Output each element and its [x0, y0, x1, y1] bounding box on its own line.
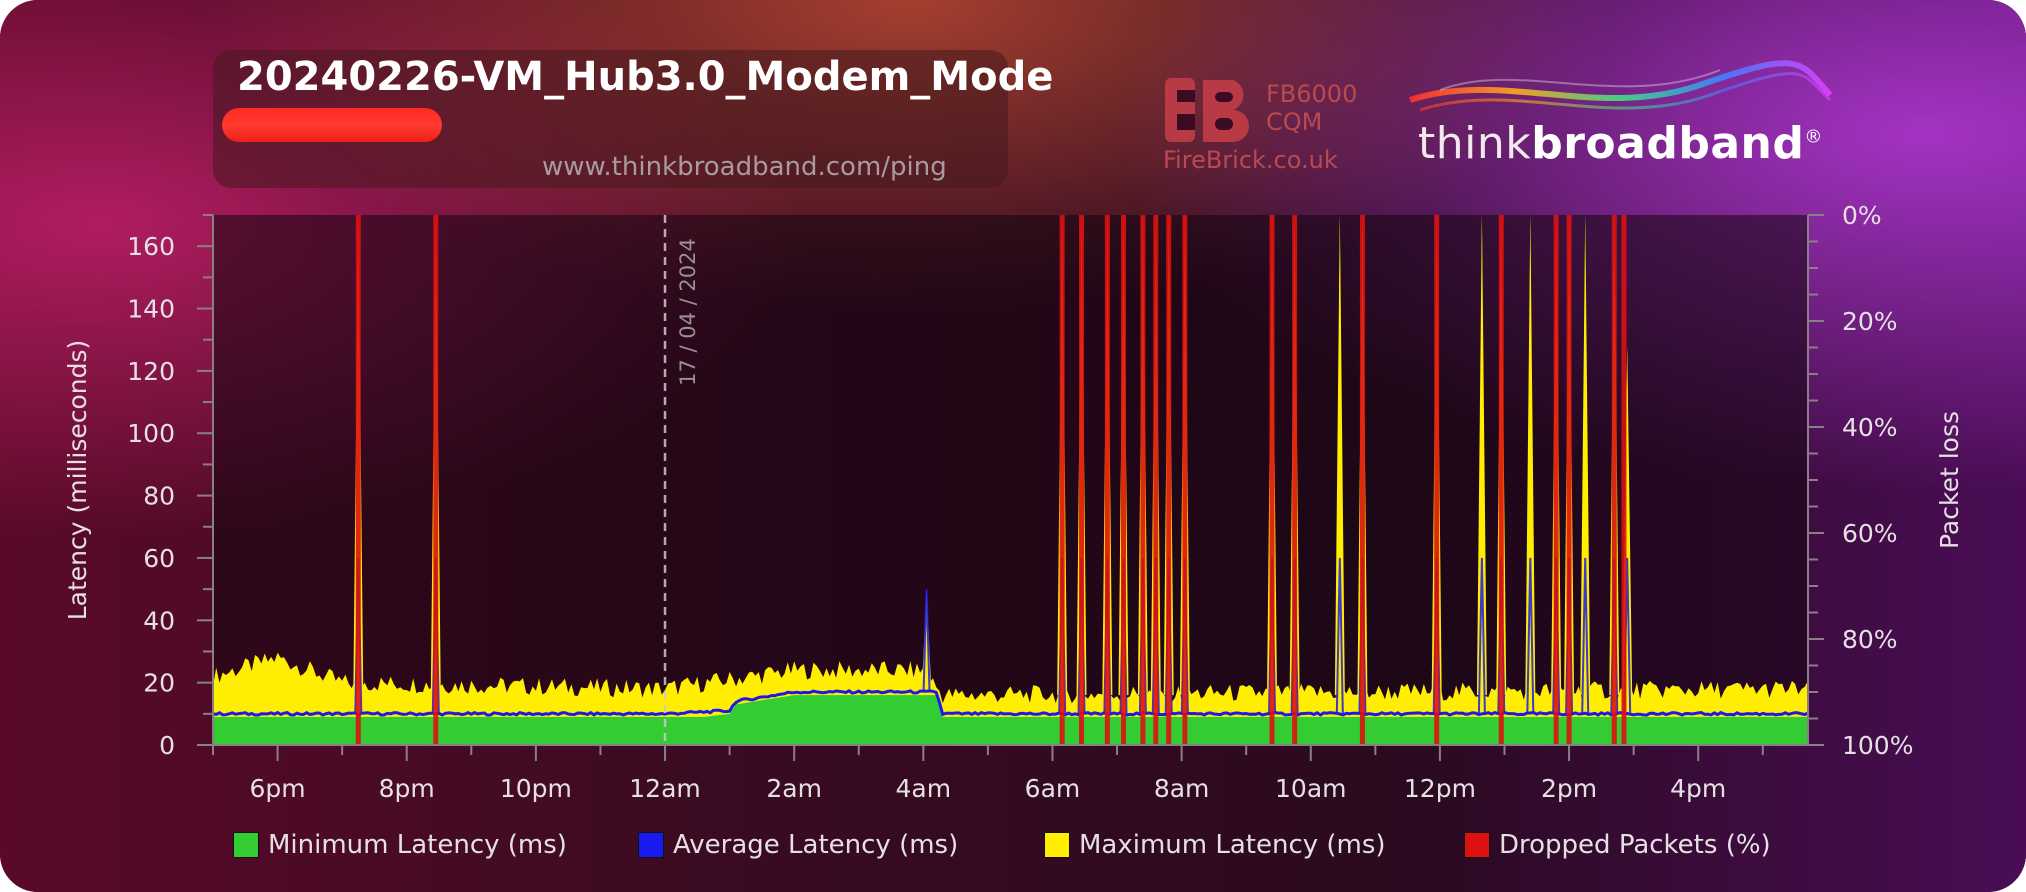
- sponsor-model: FB6000: [1266, 80, 1358, 108]
- y2-tick-label-4: 80%: [1842, 625, 1898, 654]
- y-tick-label-60: 60: [143, 544, 175, 573]
- x-tick-label-10pm: 10pm: [500, 774, 572, 803]
- y-tick-label-0: 0: [159, 731, 175, 760]
- x-tick-label-6am: 6am: [1025, 774, 1081, 803]
- y-tick-label-120: 120: [127, 357, 175, 386]
- y2-tick-label-2: 40%: [1842, 413, 1898, 442]
- dropped-bar-9: [1182, 215, 1188, 745]
- brand-light: think: [1418, 118, 1532, 169]
- legend-label-average: Average Latency (ms): [673, 830, 959, 860]
- dropped-bar-15: [1553, 215, 1559, 745]
- y-axis-label: Latency (milliseconds): [63, 340, 92, 621]
- dropped-bar-14: [1498, 215, 1504, 745]
- date-marker-label: 17 / 04 / 2024: [676, 238, 700, 386]
- legend-label-minimum: Minimum Latency (ms): [268, 830, 567, 860]
- dropped-bar-8: [1166, 215, 1172, 745]
- dropped-bar-6: [1140, 215, 1146, 745]
- y2-tick-label-3: 60%: [1842, 519, 1898, 548]
- legend-item-dropped: Dropped Packets (%): [1464, 828, 1771, 862]
- y-tick-label-100: 100: [127, 419, 175, 448]
- series-maximum-latency: [213, 215, 1808, 745]
- thinkbroadband-logo: thinkbroadband®: [1418, 118, 1823, 169]
- dropped-bar-7: [1153, 215, 1159, 745]
- x-tick-label-12am: 12am: [629, 774, 700, 803]
- y-tick-label-140: 140: [127, 295, 175, 324]
- x-tick-label-10am: 10am: [1275, 774, 1346, 803]
- dropped-bar-5: [1121, 215, 1127, 745]
- sponsor-model-suffix: CQM: [1266, 108, 1323, 136]
- avg-spike-21: [1581, 557, 1590, 714]
- dropped-bar-3: [1079, 215, 1085, 745]
- max-spike-13: [1334, 215, 1345, 696]
- x-tick-label-4pm: 4pm: [1670, 774, 1726, 803]
- max-spike-21: [1580, 215, 1591, 696]
- avg-spike-13: [1335, 557, 1344, 714]
- x-tick-label-8am: 8am: [1154, 774, 1210, 803]
- y2-tick-label-1: 20%: [1842, 307, 1898, 336]
- max-spike-16: [1476, 215, 1487, 696]
- dropped-bar-10: [1269, 215, 1275, 745]
- y2-tick-label-5: 100%: [1842, 731, 1913, 760]
- legend-swatch-maximum: [1044, 832, 1070, 858]
- dropped-bar-0: [355, 215, 361, 745]
- legend-swatch-average: [638, 832, 664, 858]
- legend-item-average: Average Latency (ms): [638, 828, 958, 862]
- series-average-latency: [212, 689, 1809, 717]
- legend-item-minimum: Minimum Latency (ms): [233, 828, 567, 862]
- legend-label-maximum: Maximum Latency (ms): [1079, 830, 1386, 860]
- x-tick-label-4am: 4am: [896, 774, 952, 803]
- y-tick-label-80: 80: [143, 482, 175, 511]
- x-tick-label-2am: 2am: [766, 774, 822, 803]
- y2-axis-label: Packet loss: [1935, 411, 1964, 549]
- sponsor-site: FireBrick.co.uk: [1163, 146, 1338, 174]
- dropped-bar-11: [1292, 215, 1298, 745]
- chart-title: 20240226-VM_Hub3.0_Modem_Mode: [237, 54, 1054, 100]
- source-url: www.thinkbroadband.com/ping: [542, 152, 947, 182]
- dropped-bar-17: [1611, 215, 1617, 745]
- legend-item-maximum: Maximum Latency (ms): [1044, 828, 1386, 862]
- firebrick-logo-icon: [1165, 78, 1249, 142]
- dropped-bar-16: [1566, 215, 1572, 745]
- plot-area: [213, 215, 1808, 745]
- x-tick-label-2pm: 2pm: [1541, 774, 1597, 803]
- dropped-bar-13: [1434, 215, 1440, 745]
- avg-spike-16: [1477, 557, 1486, 714]
- y2-tick-label-0: 0%: [1842, 201, 1882, 230]
- y-tick-label-20: 20: [143, 669, 175, 698]
- x-tick-label-12pm: 12pm: [1404, 774, 1476, 803]
- avg-spike-18: [1526, 557, 1535, 714]
- brand-bold: broadband: [1531, 118, 1805, 169]
- dropped-bar-2: [1059, 215, 1065, 745]
- legend-label-dropped: Dropped Packets (%): [1499, 830, 1771, 860]
- avg-spike-2: [922, 589, 931, 693]
- redaction-mark: [222, 108, 442, 142]
- legend-swatch-minimum: [233, 832, 259, 858]
- dropped-bar-18: [1621, 215, 1627, 745]
- y-tick-label-40: 40: [143, 606, 175, 635]
- x-tick-label-8pm: 8pm: [379, 774, 435, 803]
- max-spike-18: [1525, 215, 1536, 696]
- legend-swatch-dropped: [1464, 832, 1490, 858]
- x-tick-label-6pm: 6pm: [250, 774, 306, 803]
- y-tick-label-160: 160: [127, 232, 175, 261]
- dropped-bar-4: [1104, 215, 1110, 745]
- brand-mark: ®: [1804, 126, 1823, 148]
- dropped-bar-12: [1359, 215, 1365, 745]
- dropped-bar-1: [433, 215, 439, 745]
- series-minimum-latency: [213, 695, 1808, 745]
